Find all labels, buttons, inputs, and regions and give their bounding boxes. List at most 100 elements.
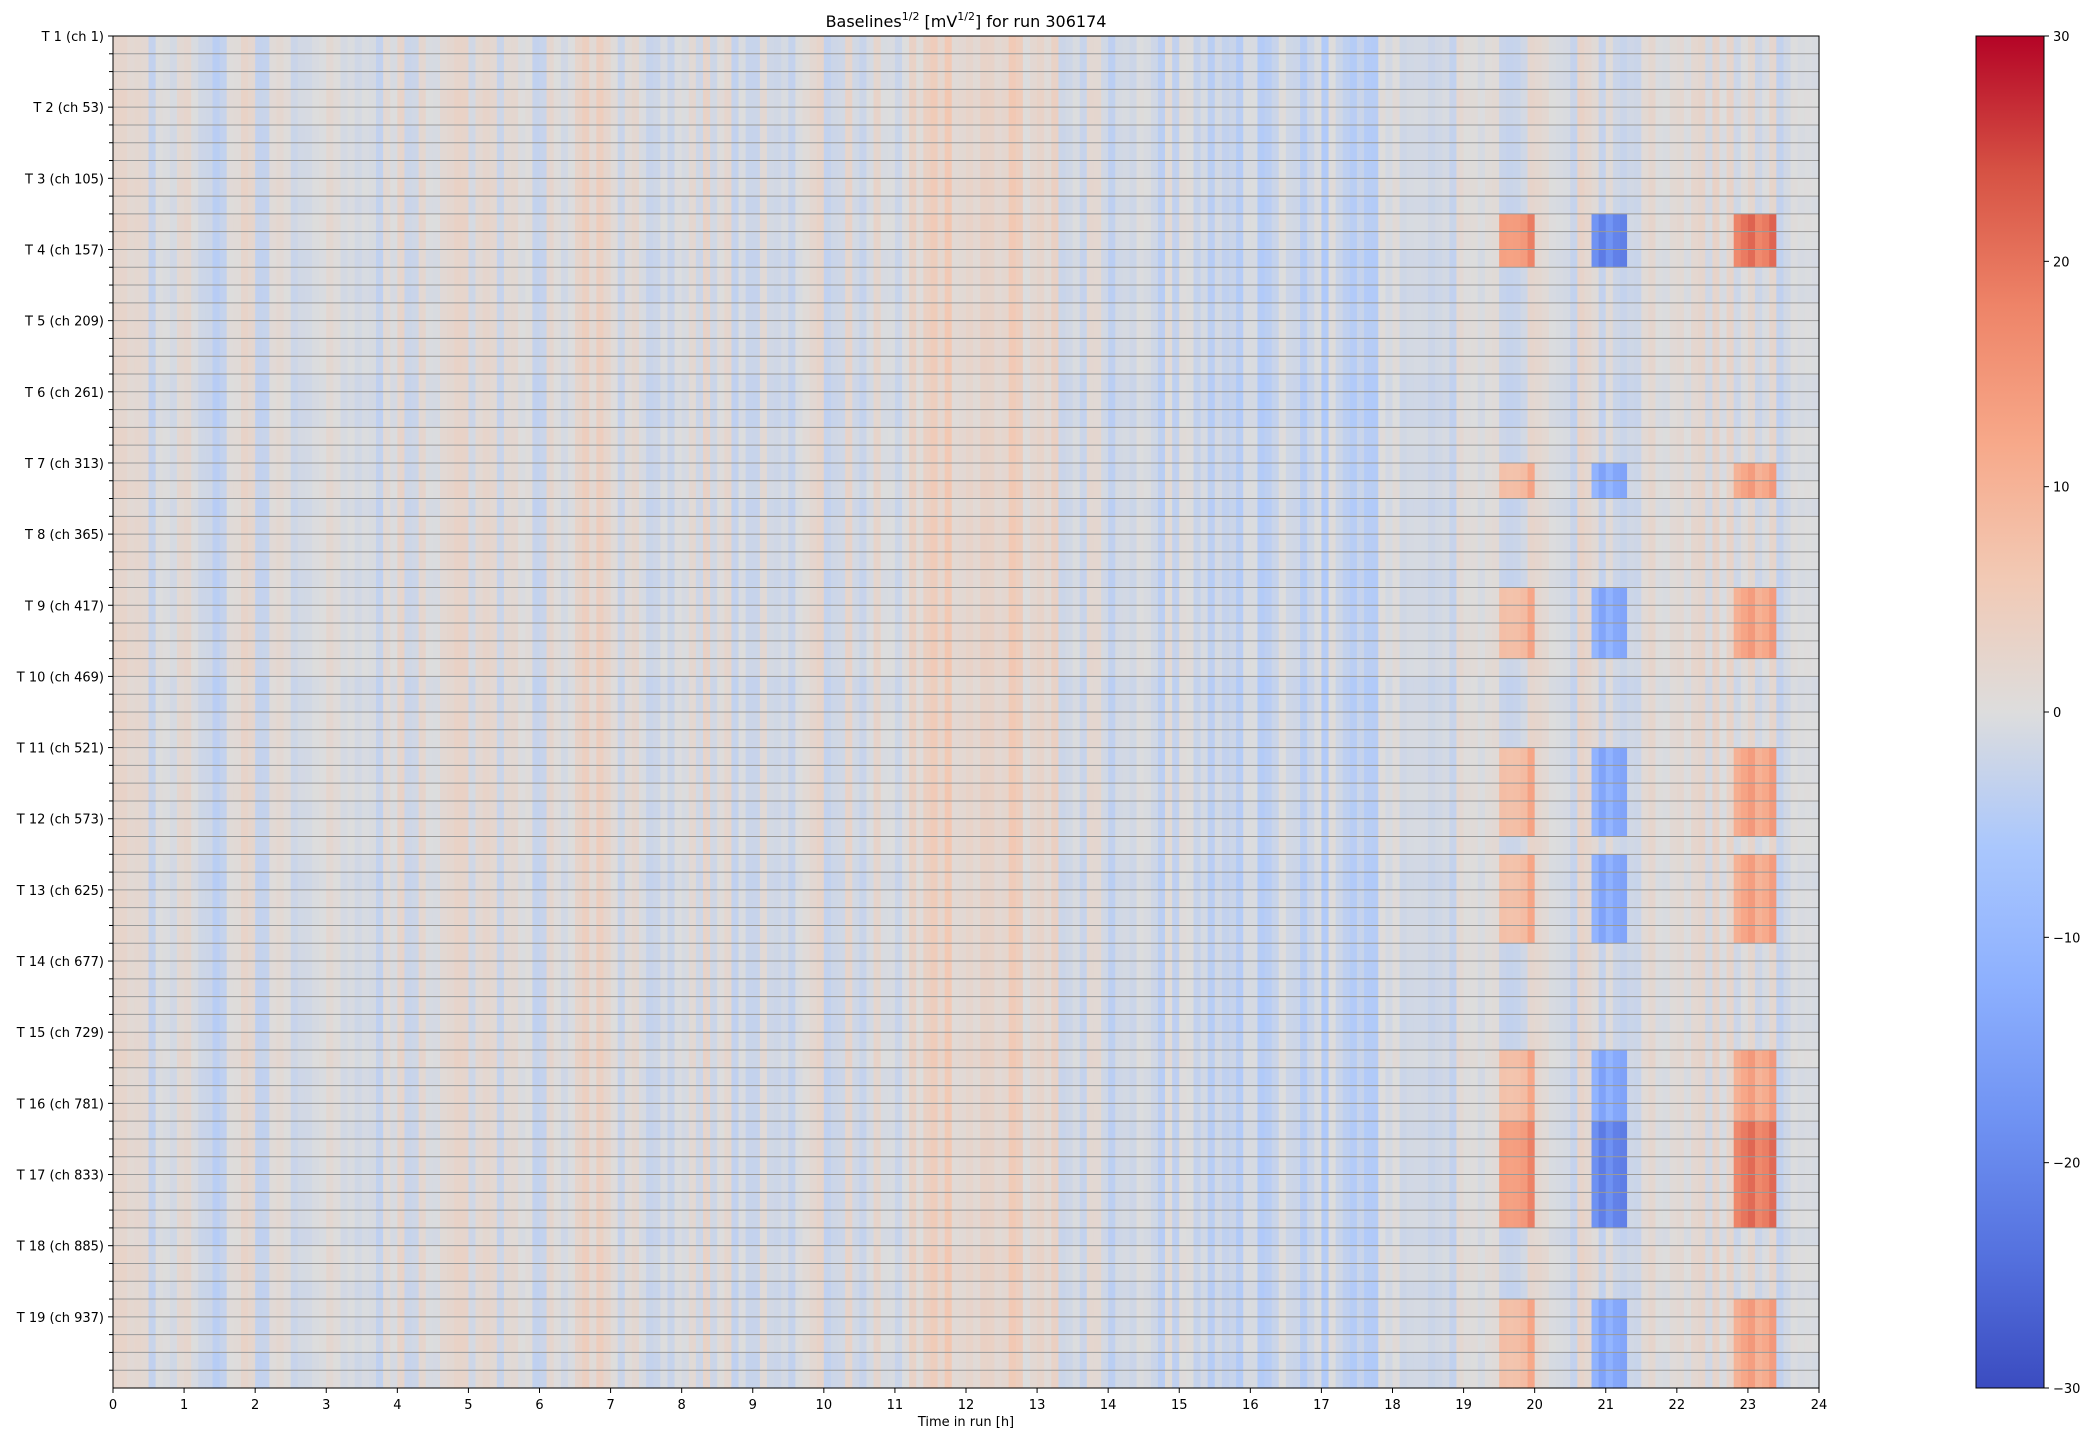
heatmap-cell <box>361 285 370 304</box>
heatmap-cell <box>1136 178 1145 197</box>
heatmap-cell <box>1221 391 1230 411</box>
heatmap-cell <box>1364 160 1372 179</box>
heatmap-cell <box>1008 71 1017 90</box>
heatmap-cell <box>276 71 285 90</box>
heatmap-cell <box>319 142 327 162</box>
heatmap-cell <box>120 36 128 55</box>
heatmap-cell <box>1733 374 1742 393</box>
heatmap-cell <box>1193 196 1202 215</box>
heatmap-cell <box>1015 391 1024 411</box>
heatmap-cell <box>134 36 143 55</box>
heatmap-cell <box>1484 267 1493 286</box>
heatmap-cell <box>1165 178 1173 197</box>
heatmap-cell <box>1165 53 1173 73</box>
heatmap-cell <box>660 320 669 340</box>
heatmap-cell <box>1101 320 1109 340</box>
heatmap-cell <box>1179 71 1187 90</box>
heatmap-cell <box>120 285 128 304</box>
heatmap-cell <box>191 196 199 215</box>
heatmap-cell <box>830 36 839 55</box>
heatmap-cell <box>617 231 626 251</box>
heatmap-cell <box>233 391 242 411</box>
heatmap-cell <box>319 320 327 340</box>
heatmap-cell <box>553 374 562 393</box>
heatmap-cell <box>1413 356 1422 375</box>
heatmap-cell <box>1264 124 1273 144</box>
heatmap-cell <box>176 71 185 90</box>
heatmap-cell <box>269 391 278 411</box>
heatmap-cell <box>1811 320 1820 340</box>
heatmap-cell <box>1321 213 1330 233</box>
heatmap-cell <box>1385 356 1394 375</box>
heatmap-cell <box>1456 71 1465 90</box>
heatmap-cell <box>845 267 853 286</box>
heatmap-cell <box>1719 124 1728 144</box>
heatmap-cell <box>916 107 924 126</box>
heatmap-cell <box>1093 178 1102 197</box>
heatmap-cell <box>1058 89 1067 108</box>
heatmap-cell <box>738 213 747 233</box>
heatmap-cell <box>1122 160 1131 179</box>
heatmap-cell <box>212 267 221 286</box>
heatmap-cell <box>1605 356 1614 375</box>
heatmap-cell <box>1221 320 1230 340</box>
heatmap-cell <box>127 374 135 393</box>
heatmap-cell <box>1506 231 1514 251</box>
heatmap-cell <box>1598 71 1607 90</box>
heatmap-cell <box>518 142 526 162</box>
heatmap-cell <box>887 36 896 55</box>
heatmap-cell <box>589 196 597 215</box>
heatmap-cell <box>639 160 647 179</box>
heatmap-cell <box>297 71 306 90</box>
heatmap-cell <box>1349 89 1358 108</box>
heatmap-cell <box>1435 196 1443 215</box>
heatmap-cell <box>1740 338 1749 357</box>
heatmap-cell <box>219 249 228 268</box>
heatmap-cell <box>973 107 981 126</box>
heatmap-cell <box>269 374 278 393</box>
heatmap-cell <box>1555 338 1564 357</box>
heatmap-cell <box>1598 196 1607 215</box>
heatmap-cell <box>376 213 384 233</box>
heatmap-cell <box>994 356 1003 375</box>
heatmap-cell <box>425 374 434 393</box>
heatmap-cell <box>731 89 740 108</box>
heatmap-cell <box>176 36 185 55</box>
heatmap-cell <box>447 213 455 233</box>
heatmap-cell <box>1804 302 1813 322</box>
heatmap-cell <box>1143 53 1152 73</box>
heatmap-cell <box>383 160 391 179</box>
heatmap-cell <box>774 391 782 411</box>
heatmap-cell <box>766 231 775 251</box>
heatmap-cell <box>724 178 733 197</box>
heatmap-cell <box>511 267 519 286</box>
heatmap-cell <box>1029 53 1038 73</box>
heatmap-cell <box>1470 178 1479 197</box>
heatmap-cell <box>617 249 626 268</box>
heatmap-cell <box>482 71 491 90</box>
heatmap-cell <box>1683 231 1692 251</box>
heatmap-cell <box>390 36 398 55</box>
heatmap-cell <box>1321 71 1330 90</box>
heatmap-cell <box>169 302 178 322</box>
heatmap-cell <box>262 285 270 304</box>
heatmap-cell <box>688 391 697 411</box>
heatmap-cell <box>1314 124 1323 144</box>
heatmap-cell <box>1392 36 1401 55</box>
heatmap-cell <box>127 249 135 268</box>
heatmap-cell <box>1676 142 1685 162</box>
heatmap-cell <box>468 249 477 268</box>
heatmap-cell <box>795 196 804 215</box>
heatmap-cell <box>1605 178 1614 197</box>
heatmap-cell <box>1797 178 1806 197</box>
heatmap-cell <box>731 338 740 357</box>
heatmap-cell <box>1136 391 1145 411</box>
heatmap-cell <box>639 89 647 108</box>
heatmap-cell <box>973 356 981 375</box>
heatmap-cell <box>1413 249 1422 268</box>
heatmap-cell <box>304 124 313 144</box>
heatmap-cell <box>1328 36 1337 55</box>
heatmap-cell <box>1086 142 1095 162</box>
heatmap-cell <box>1065 142 1074 162</box>
heatmap-cell <box>553 53 562 73</box>
